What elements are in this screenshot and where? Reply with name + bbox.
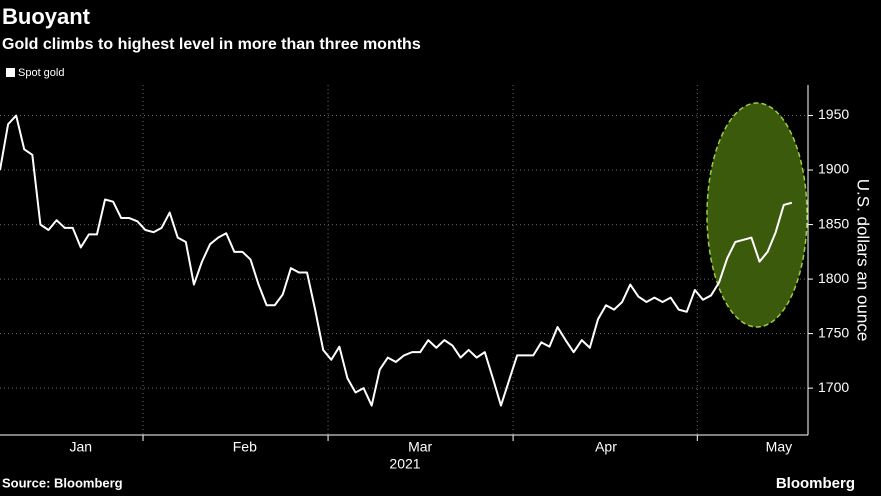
legend-label: Spot gold [18,67,64,79]
y-tick-label: 1900 [818,161,849,177]
line [0,114,793,407]
y-tick-label: 1750 [818,324,849,340]
x-tick-label: Apr [595,439,617,455]
brand: Bloomberg [776,475,855,492]
x-tick-label: Mar [408,439,432,455]
y-tick-label: 1950 [818,106,849,122]
legend-swatch [6,68,15,77]
highlight-ellipse [706,102,808,328]
source: Source: Bloomberg [2,475,123,490]
x-tick-label: May [766,439,792,455]
x-axis-label: 2021 [389,456,420,472]
chart-title: Buoyant [2,4,91,29]
y-tick-label: 1700 [818,379,849,395]
y-axis-label: U.S. dollars an ounce [854,179,873,342]
y-tick-label: 1850 [818,215,849,231]
chart-subtitle: Gold climbs to highest level in more tha… [2,36,421,53]
y-tick-label: 1800 [818,270,849,286]
x-tick-label: Jan [70,439,93,455]
x-tick-label: Feb [233,439,257,455]
